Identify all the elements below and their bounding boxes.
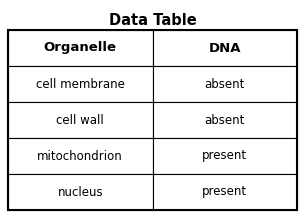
Bar [152,174,297,210]
Bar [8,138,152,174]
Text: absent: absent [205,113,245,127]
Bar [152,66,297,102]
Text: DNA: DNA [209,41,241,54]
Bar [8,30,297,210]
Bar [152,102,297,138]
Bar [8,66,152,102]
Text: mitochondrion: mitochondrion [38,149,123,162]
Bar [152,138,297,174]
Text: nucleus: nucleus [57,186,103,199]
Bar [8,30,152,66]
Bar [8,102,152,138]
Bar [152,30,297,66]
Text: present: present [202,186,247,199]
Text: Organelle: Organelle [44,41,117,54]
Text: Data Table: Data Table [109,13,196,28]
Text: present: present [202,149,247,162]
Text: cell membrane: cell membrane [36,78,125,91]
Text: cell wall: cell wall [56,113,104,127]
Bar [8,174,152,210]
Text: absent: absent [205,78,245,91]
